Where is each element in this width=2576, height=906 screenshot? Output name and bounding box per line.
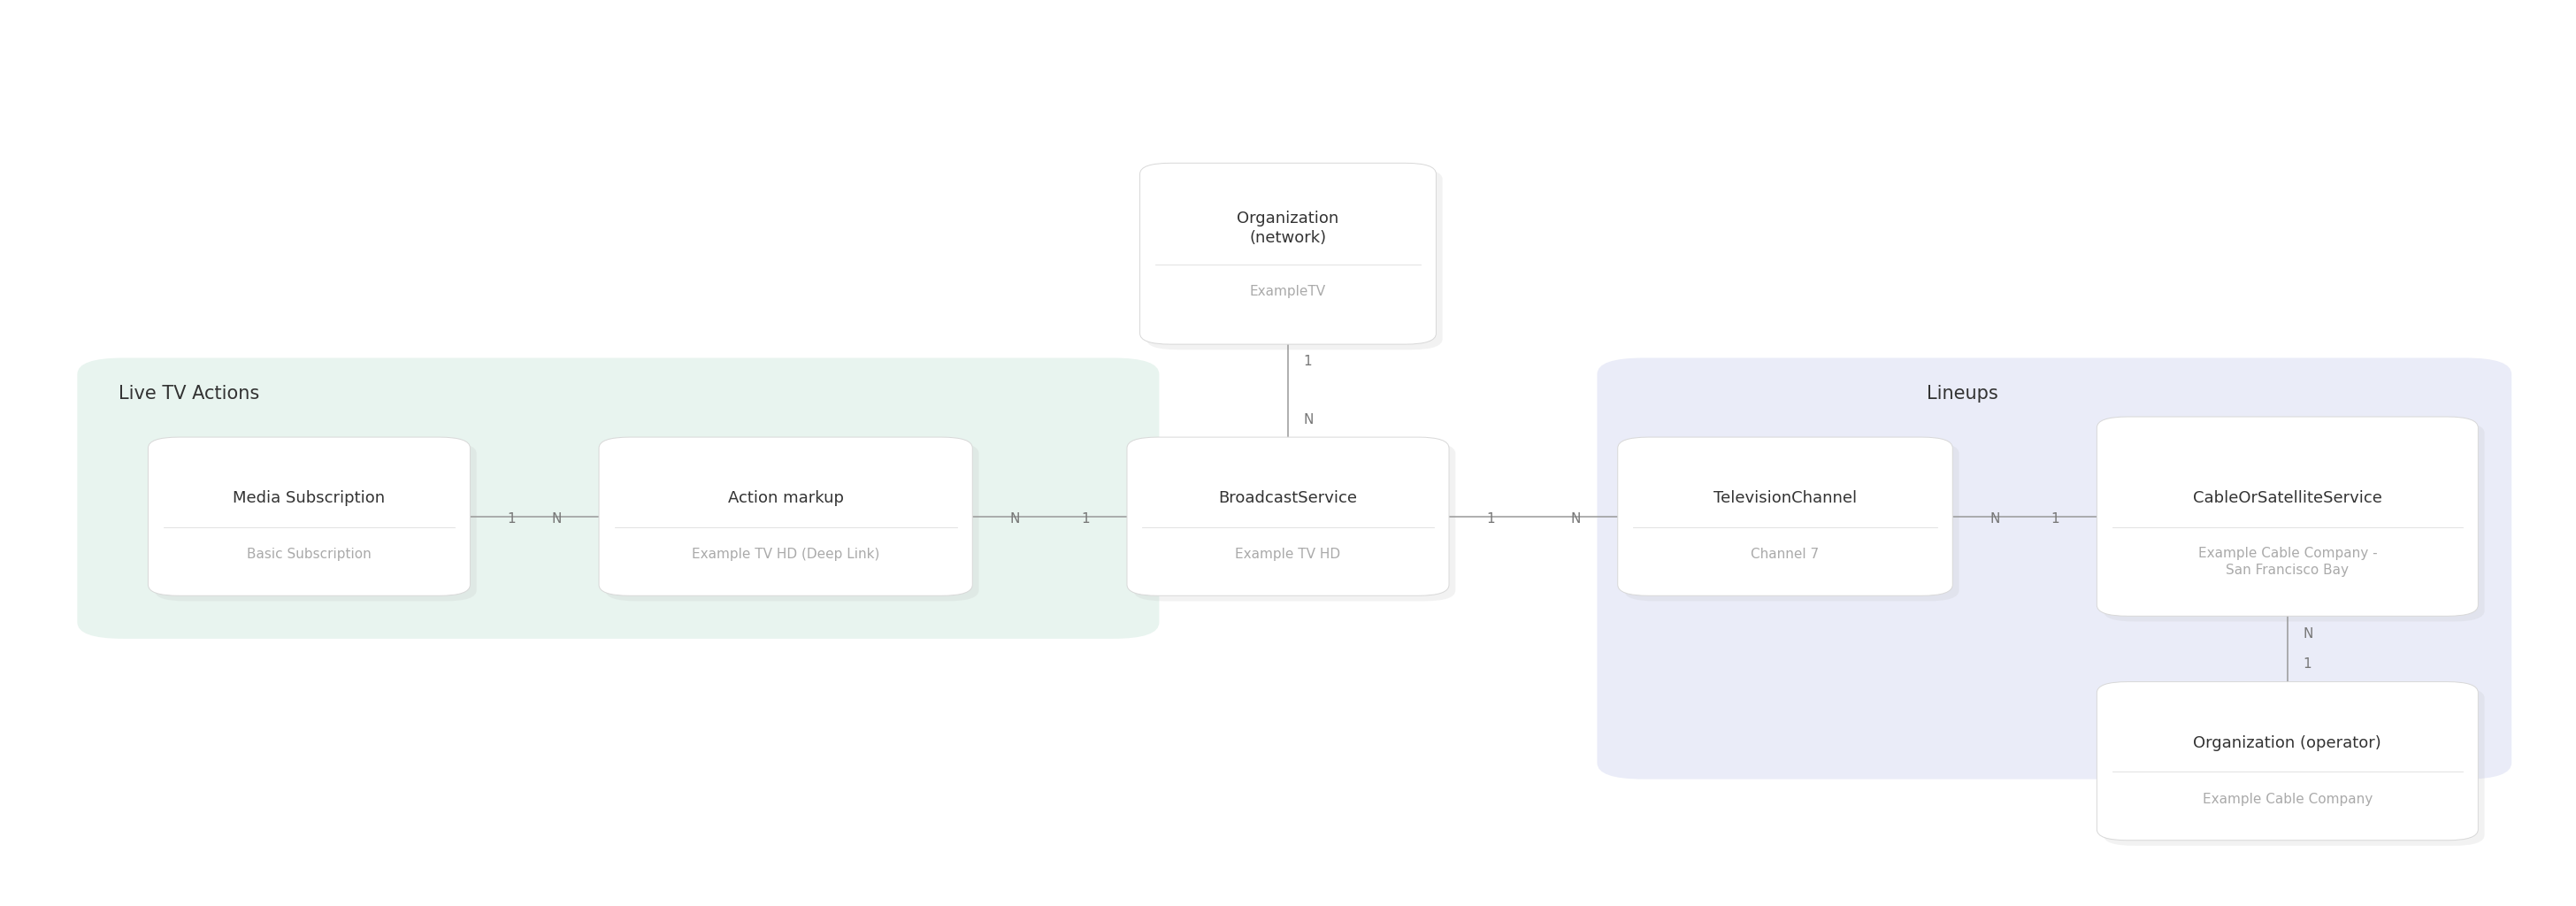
Text: Action markup: Action markup <box>729 490 842 506</box>
FancyBboxPatch shape <box>598 437 971 596</box>
Text: N: N <box>1303 413 1314 427</box>
Text: TelevisionChannel: TelevisionChannel <box>1713 490 1857 506</box>
Text: 1: 1 <box>1082 512 1090 525</box>
Text: 1: 1 <box>507 512 515 525</box>
FancyBboxPatch shape <box>155 442 477 602</box>
Text: Lineups: Lineups <box>1927 385 1999 403</box>
Text: CableOrSatelliteService: CableOrSatelliteService <box>2192 490 2383 506</box>
Text: N: N <box>1571 512 1582 525</box>
FancyBboxPatch shape <box>149 437 469 596</box>
FancyBboxPatch shape <box>1618 437 1953 596</box>
Text: Channel 7: Channel 7 <box>1752 548 1819 561</box>
Text: 1: 1 <box>1303 355 1311 369</box>
FancyBboxPatch shape <box>1597 358 2512 779</box>
FancyBboxPatch shape <box>1623 442 1958 602</box>
Text: N: N <box>1989 512 1999 525</box>
Text: N: N <box>1010 512 1020 525</box>
Text: N: N <box>551 512 562 525</box>
FancyBboxPatch shape <box>605 442 979 602</box>
FancyBboxPatch shape <box>2097 417 2478 616</box>
Text: Media Subscription: Media Subscription <box>232 490 386 506</box>
FancyBboxPatch shape <box>2097 681 2478 841</box>
Text: 1: 1 <box>2303 658 2311 670</box>
Text: Live TV Actions: Live TV Actions <box>118 385 260 403</box>
Text: Organization
(network): Organization (network) <box>1236 210 1340 246</box>
Text: ExampleTV: ExampleTV <box>1249 285 1327 298</box>
FancyBboxPatch shape <box>1128 437 1448 596</box>
Text: Example Cable Company -
San Francisco Bay: Example Cable Company - San Francisco Ba… <box>2197 547 2378 576</box>
Text: 1: 1 <box>1486 512 1494 525</box>
Text: Example TV HD (Deep Link): Example TV HD (Deep Link) <box>693 548 878 561</box>
Text: BroadcastService: BroadcastService <box>1218 490 1358 506</box>
FancyBboxPatch shape <box>2105 687 2486 846</box>
FancyBboxPatch shape <box>1139 163 1437 344</box>
Text: N: N <box>2303 627 2313 641</box>
Text: Example Cable Company: Example Cable Company <box>2202 793 2372 805</box>
Text: Organization (operator): Organization (operator) <box>2192 735 2383 751</box>
Text: 1: 1 <box>2050 512 2061 525</box>
FancyBboxPatch shape <box>2105 422 2486 622</box>
FancyBboxPatch shape <box>1146 169 1443 350</box>
FancyBboxPatch shape <box>77 358 1159 639</box>
Text: Example TV HD: Example TV HD <box>1236 548 1340 561</box>
FancyBboxPatch shape <box>1133 442 1455 602</box>
Text: Basic Subscription: Basic Subscription <box>247 548 371 561</box>
